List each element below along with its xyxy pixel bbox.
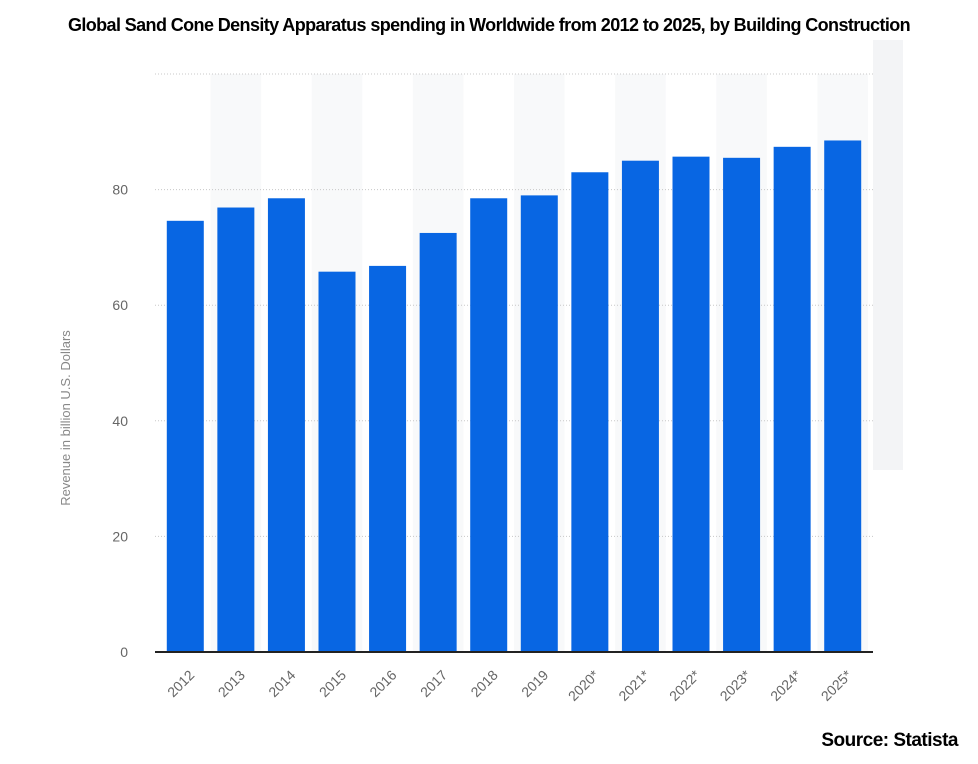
bar-2015 <box>318 271 356 652</box>
bar-2024 <box>773 146 811 652</box>
y-tick-label: 80 <box>112 182 128 198</box>
y-tick-label: 60 <box>112 297 128 313</box>
x-tick-label: 2012 <box>164 667 197 700</box>
y-tick-label: 0 <box>120 644 128 660</box>
x-tick-label: 2024* <box>767 666 805 704</box>
y-tick-label: 40 <box>112 413 128 429</box>
x-tick-label: 2023* <box>717 666 755 704</box>
x-tick-label: 2018 <box>467 667 500 700</box>
bar-2019 <box>520 195 558 652</box>
x-tick-label: 2013 <box>215 667 248 700</box>
bar-2013 <box>217 207 255 652</box>
x-tick-label: 2022* <box>666 666 704 704</box>
x-tick-label: 2014 <box>265 667 298 700</box>
y-axis-label: Revenue in billion U.S. Dollars <box>58 330 73 506</box>
x-tick-label: 2019 <box>518 667 551 700</box>
bar-2025 <box>824 140 862 652</box>
bar-2014 <box>267 198 305 652</box>
bar-2017 <box>419 232 457 652</box>
x-tick-label: 2020* <box>565 666 603 704</box>
x-tick-label: 2017 <box>417 667 450 700</box>
bar-2018 <box>470 198 508 652</box>
bar-2021 <box>621 160 659 652</box>
bar-2023 <box>723 157 761 652</box>
x-tick-label: 2016 <box>366 667 399 700</box>
source-note: Source: Statista <box>821 730 958 751</box>
x-tick-label: 2021* <box>615 666 653 704</box>
side-panel-shade <box>873 40 903 470</box>
bar-2020 <box>571 172 609 652</box>
bar-2022 <box>672 156 710 653</box>
chart-title: Global Sand Cone Density Apparatus spend… <box>67 15 911 35</box>
bar-2016 <box>369 265 407 652</box>
x-tick-label: 2025* <box>818 666 856 704</box>
bar-2012 <box>166 220 204 652</box>
x-tick-label: 2015 <box>316 667 349 700</box>
y-tick-label: 20 <box>112 528 128 544</box>
